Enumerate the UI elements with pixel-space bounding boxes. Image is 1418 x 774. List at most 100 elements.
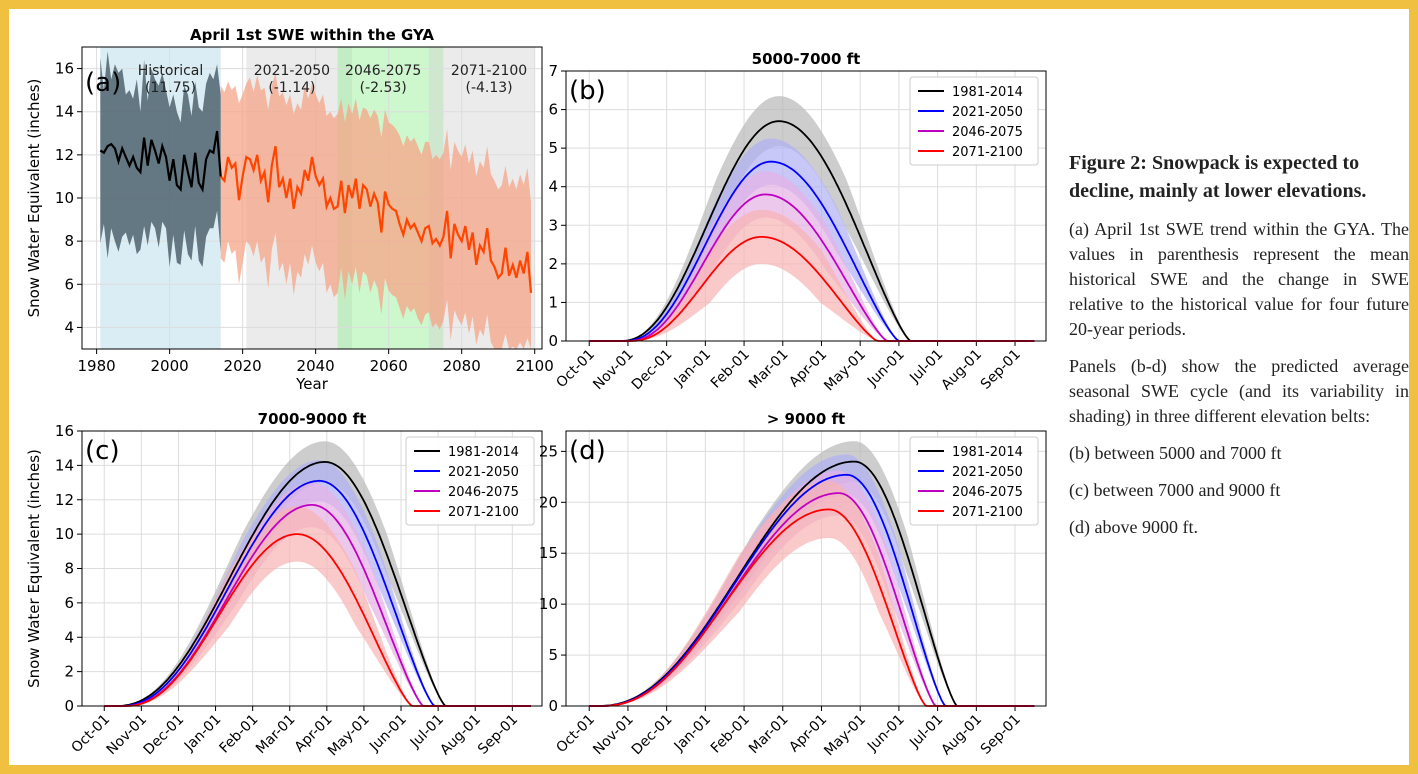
y-tick-label: 16 (55, 422, 74, 440)
caption-title: Figure 2: Snowpack is expected to declin… (1069, 152, 1367, 202)
caption-item-b: (b) between 5000 and 7000 ft (1069, 443, 1282, 463)
legend-label: 2046-2075 (448, 485, 519, 500)
x-tick-label: Sep-01 (978, 347, 1024, 393)
legend-label: 1981-2014 (952, 85, 1023, 100)
y-tick-label: 5 (548, 139, 558, 157)
period-label: Historical (138, 63, 204, 79)
plot-frame (565, 70, 1047, 342)
y-tick-label: 0 (548, 697, 558, 715)
x-tick-label: Sep-01 (978, 712, 1024, 758)
x-tick-label: Jun-01 (864, 347, 908, 391)
projection-line (219, 145, 533, 293)
x-tick-label: Feb-01 (216, 712, 261, 757)
chart-title: 7000-9000 ft (258, 410, 367, 428)
y-tick-label: 7 (548, 62, 558, 80)
x-tick-label: May-01 (325, 712, 373, 760)
x-tick-label: Nov-01 (104, 712, 151, 759)
chart-panel-b: 0 1 2 3 4 5 6 7 5000-7000 ft Oct-01Nov-01Dec-01Ja… (548, 50, 1047, 395)
x-tick-label: May-01 (821, 347, 869, 395)
legend-label: 2021-2050 (448, 465, 519, 480)
legend-label: 1981-2014 (952, 445, 1023, 460)
y-tick-label: 14 (55, 103, 74, 121)
series-band (589, 480, 1035, 706)
chart-panel-c: 0 2 4 6 8 10 12 14 16 7000-9000 ft Snow Water Equi… (25, 410, 543, 760)
x-tick-label: Mar-01 (253, 712, 299, 758)
y-tick-label: 2 (64, 663, 74, 681)
y-tick-label: 10 (539, 595, 558, 613)
y-axis-label: Snow Water Equivalent (inches) (25, 79, 43, 318)
x-tick-label: Oct-01 (553, 712, 598, 757)
series-band (589, 171, 1035, 341)
y-axis-label: Snow Water Equivalent (inches) (25, 449, 43, 688)
figure-charts: 4 6 8 10 12 14 16 April 1st SWE within the GYA S… (25, 26, 1047, 760)
x-tick-label: Aug-01 (938, 712, 985, 759)
y-tick-label: 12 (55, 146, 74, 164)
x-axis-label: Year (295, 375, 329, 393)
x-tick-label: Sep-01 (475, 712, 521, 758)
period-value: (-1.14) (268, 80, 315, 96)
x-tick-label: Jan-01 (181, 712, 224, 755)
chart-panel-d: 0 5 10 15 20 25 > 9000 ft Oct-01Nov-01Dec-01Jan… (539, 410, 1047, 760)
period-label: 2046-2075 (345, 63, 421, 79)
legend-label: 2021-2050 (952, 465, 1023, 480)
x-tick-label: May-01 (821, 712, 869, 760)
y-tick-label: 12 (55, 491, 74, 509)
period-value: (-2.53) (360, 80, 407, 96)
x-tick-label: Feb-01 (708, 712, 753, 757)
y-tick-label: 0 (64, 697, 74, 715)
x-tick-label: Nov-01 (590, 347, 637, 394)
x-tick-label: Mar-01 (746, 347, 792, 393)
x-tick-label: Mar-01 (746, 712, 792, 758)
x-tick-label: Oct-01 (553, 347, 598, 392)
y-tick-label: 3 (548, 216, 558, 234)
chart-title: > 9000 ft (767, 410, 845, 428)
chart-panel-a: 4 6 8 10 12 14 16 April 1st SWE within the GYA S… (25, 26, 554, 393)
legend-label: 2046-2075 (952, 485, 1023, 500)
y-tick-label: 10 (55, 189, 74, 207)
period-value: (-4.13) (465, 80, 512, 96)
y-tick-label: 16 (55, 60, 74, 78)
caption-item-c: (c) between 7000 and 9000 ft (1069, 480, 1281, 500)
projection-band (220, 72, 531, 350)
historical-line (99, 130, 222, 193)
y-tick-label: 6 (64, 594, 74, 612)
y-tick-label: 4 (64, 318, 74, 336)
caption-paragraph-panels: Panels (b-d) show the predicted average … (1069, 356, 1409, 426)
panel-label: (a) (85, 68, 121, 98)
legend-label: 2046-2075 (952, 125, 1023, 140)
x-tick-label: 2060 (370, 357, 408, 375)
x-tick-label: Aug-01 (437, 712, 484, 759)
caption-paragraph-a: (a) April 1st SWE trend within the GYA. … (1069, 219, 1409, 339)
legend-label: 2071-2100 (952, 505, 1023, 520)
y-tick-label: 6 (548, 101, 558, 119)
y-tick-label: 4 (64, 628, 74, 646)
chart-title: April 1st SWE within the GYA (190, 26, 434, 44)
legend-label: 2071-2100 (448, 505, 519, 520)
y-tick-label: 8 (64, 232, 74, 250)
series-band (589, 138, 1035, 341)
y-tick-label: 14 (55, 456, 74, 474)
x-tick-label: Jan-01 (671, 347, 714, 390)
panel-label: (d) (569, 436, 606, 466)
x-tick-label: 2080 (443, 357, 481, 375)
x-tick-label: Aug-01 (938, 347, 985, 394)
legend-label: 1981-2014 (448, 445, 519, 460)
x-tick-label: 2100 (516, 357, 554, 375)
plot-frame (81, 46, 543, 350)
plot-frame (81, 430, 543, 707)
x-tick-label: Dec-01 (629, 712, 676, 759)
y-tick-label: 8 (64, 560, 74, 578)
y-tick-label: 2 (548, 255, 558, 273)
legend-box (909, 76, 1039, 166)
period-label: 2071-2100 (451, 63, 527, 79)
y-tick-label: 20 (539, 493, 558, 511)
legend-box (909, 436, 1039, 526)
figure-caption: Figure 2: Snowpack is expected to declin… (1069, 149, 1409, 552)
y-tick-label: 6 (64, 275, 74, 293)
plot-frame (565, 430, 1047, 707)
chart-title: 5000-7000 ft (752, 50, 861, 68)
x-tick-label: Dec-01 (141, 712, 188, 759)
series-band (589, 96, 1035, 341)
legend-label: 2021-2050 (952, 105, 1023, 120)
